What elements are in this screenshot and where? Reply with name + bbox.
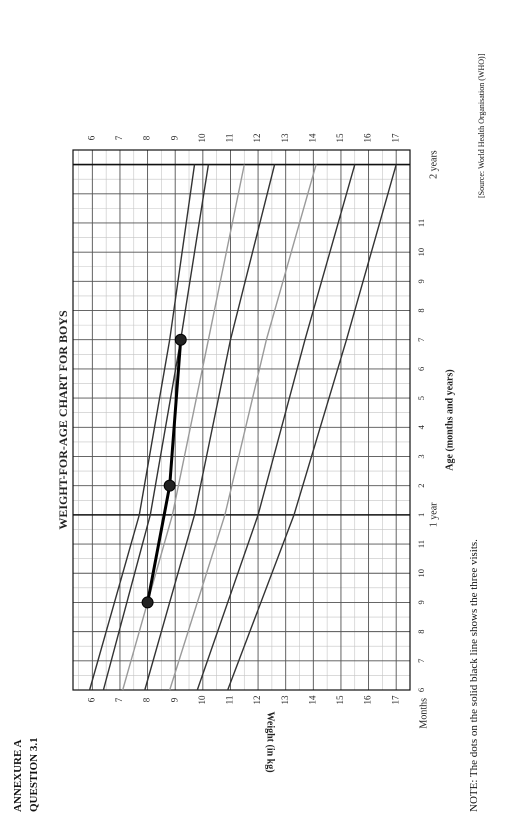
age-tick-label: 7: [416, 338, 426, 342]
reference-curve-7: [227, 164, 397, 691]
age-tick-label: 8: [416, 308, 426, 312]
age-tick-label: 8: [416, 629, 426, 633]
weight-tick-label-bottom: 10: [197, 695, 207, 705]
visit-dot-3: [174, 333, 187, 346]
age-tick-label: 3: [416, 454, 426, 458]
weight-tick-label-bottom: 13: [280, 695, 290, 705]
age-tick-label: 9: [416, 279, 426, 283]
weight-tick-label-top: 7: [114, 135, 124, 140]
weight-tick-label-bottom: 17: [390, 695, 400, 705]
weight-tick-label-top: 10: [197, 133, 207, 143]
age-tick-label: 2: [416, 484, 426, 488]
weight-tick-label-bottom: 9: [169, 697, 179, 702]
age-tick-label: 10: [416, 569, 426, 578]
visit-dot-2: [163, 479, 176, 492]
weight-tick-label-bottom: 11: [225, 696, 235, 705]
reference-curve-1: [88, 164, 196, 691]
weight-tick-label-top: 16: [363, 133, 373, 143]
weight-tick-label-bottom: 6: [86, 697, 96, 702]
plot-frame: [72, 149, 411, 691]
chart-title: WEIGHT-FOR-AGE CHART FOR BOYS: [56, 310, 70, 530]
reference-curve-4: [144, 164, 276, 691]
year-label: 2 years: [428, 150, 439, 179]
weight-tick-label-bottom: 14: [307, 695, 317, 705]
reference-curve-2: [102, 164, 210, 691]
weight-tick-label-bottom: 15: [335, 695, 345, 705]
y-axis-title: Weight (in kg): [265, 711, 276, 772]
weight-tick-label-top: 8: [142, 135, 152, 140]
age-tick-label: 1: [416, 513, 426, 517]
weight-tick-label-bottom: 7: [114, 697, 124, 702]
age-tick-label: 4: [416, 424, 426, 429]
visit-dot-1: [141, 596, 154, 609]
weight-tick-label-top: 14: [307, 133, 317, 143]
months-label: Months: [418, 698, 429, 729]
year-label: 1 year: [428, 502, 439, 527]
x-axis-title: Age (months and years): [444, 369, 455, 470]
age-tick-label: 5: [416, 396, 426, 400]
weight-tick-label-bottom: 12: [252, 696, 262, 705]
age-tick-label: 7: [416, 659, 426, 663]
weight-tick-label-top: 6: [86, 135, 96, 140]
age-tick-label: 6: [416, 367, 426, 371]
reference-curve-6: [196, 164, 356, 691]
weight-tick-label-bottom: 16: [363, 695, 373, 705]
weight-tick-label-top: 17: [390, 133, 400, 143]
age-tick-label: 11: [416, 219, 426, 227]
age-tick-label: 6: [416, 688, 426, 692]
age-tick-label: 10: [416, 248, 426, 257]
reference-curve-5: [169, 164, 317, 691]
age-tick-label: 9: [416, 600, 426, 604]
weight-tick-label-top: 9: [169, 135, 179, 140]
weight-tick-label-bottom: 8: [142, 697, 152, 702]
weight-tick-label-top: 15: [335, 133, 345, 143]
weight-tick-label-top: 12: [252, 134, 262, 143]
weight-tick-label-top: 11: [225, 134, 235, 143]
weight-tick-label-top: 13: [280, 133, 290, 143]
age-tick-label: 11: [416, 540, 426, 548]
